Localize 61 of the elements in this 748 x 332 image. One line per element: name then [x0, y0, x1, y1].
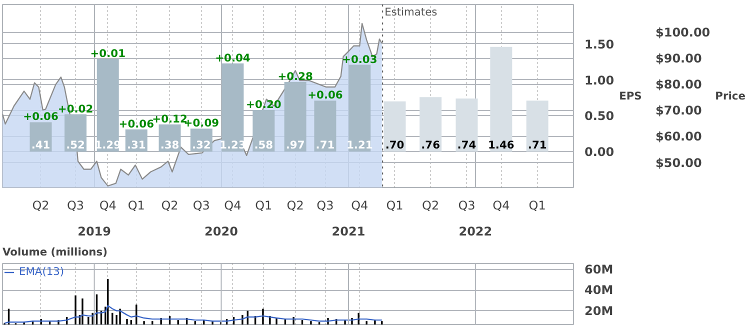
y-tick-label: 60M: [584, 262, 614, 277]
annotation: +0.04: [215, 51, 250, 64]
x2-tick-label: 2022: [458, 224, 492, 238]
x-tick-label: Q2: [161, 198, 178, 212]
data-label: .38: [160, 138, 180, 152]
x-tick-label: Q3: [458, 198, 476, 212]
data-label: .71: [316, 138, 335, 152]
y-axis-title: EPS: [619, 90, 642, 102]
x-tick-label: Q4: [492, 198, 510, 212]
x2-tick-label: 2020: [204, 224, 238, 238]
ref-line-label: Estimates: [384, 6, 438, 18]
annotation: +0.06: [118, 117, 154, 130]
data-label: 1.46: [488, 138, 514, 152]
y-tick-label: 0.00: [584, 145, 614, 160]
y2-axis-title: Price: [715, 90, 746, 102]
x-tick-label: Q3: [192, 198, 210, 212]
y-tick-label: 0.50: [584, 109, 614, 124]
data-label: .97: [286, 138, 305, 152]
y2-tick-label: $50.00: [656, 156, 702, 170]
y2-tick-label: $100.00: [656, 26, 710, 40]
x-tick-label: Q4: [351, 198, 368, 212]
data-label: .58: [254, 138, 274, 152]
y-tick-label: 40M: [584, 283, 614, 298]
x-tick-label: Q1: [528, 198, 546, 212]
chart-title: Volume (millions): [2, 246, 108, 258]
x-tick-label: Q2: [286, 198, 304, 212]
data-label: .71: [528, 138, 547, 152]
data-label: .74: [457, 138, 476, 152]
x-tick-label: Q3: [316, 198, 334, 212]
data-label: .32: [192, 138, 211, 152]
x-tick-label: Q1: [386, 198, 404, 212]
data-label: .76: [421, 138, 440, 152]
x2-tick-label: 2021: [332, 224, 366, 238]
annotation: +0.06: [308, 88, 343, 102]
x-tick-label: Q1: [128, 198, 145, 212]
x-tick-label: Q4: [224, 198, 242, 212]
x-tick-label: Q2: [422, 198, 440, 212]
data-label: .52: [66, 138, 85, 152]
data-label: .31: [126, 138, 146, 152]
y-tick-label: 1.00: [584, 73, 614, 88]
data-label: .41: [31, 138, 50, 152]
annotation: +0.02: [58, 102, 94, 116]
annotation: +0.28: [278, 70, 313, 84]
data-label: 1.21: [346, 138, 373, 152]
y-tick-label: 1.50: [584, 37, 614, 52]
x-tick-label: Q4: [99, 198, 116, 212]
annotation: +0.01: [90, 47, 126, 60]
y-tick-label: 20M: [584, 304, 614, 318]
y2-tick-label: $90.00: [656, 52, 702, 66]
annotation: +0.06: [23, 110, 58, 124]
x-tick-label: Q1: [255, 198, 272, 212]
x-tick-label: Q2: [32, 198, 50, 212]
x2-tick-label: 2019: [78, 224, 112, 238]
y2-tick-label: $60.00: [656, 130, 702, 144]
x-tick-label: Q3: [66, 198, 84, 212]
annotation: +0.20: [246, 98, 282, 111]
annotation: +0.03: [342, 52, 378, 66]
y2-tick-label: $80.00: [656, 78, 702, 92]
y2-tick-label: $70.00: [656, 104, 702, 118]
legend-label: EMA(13): [19, 265, 64, 278]
data-label: .70: [385, 138, 404, 152]
